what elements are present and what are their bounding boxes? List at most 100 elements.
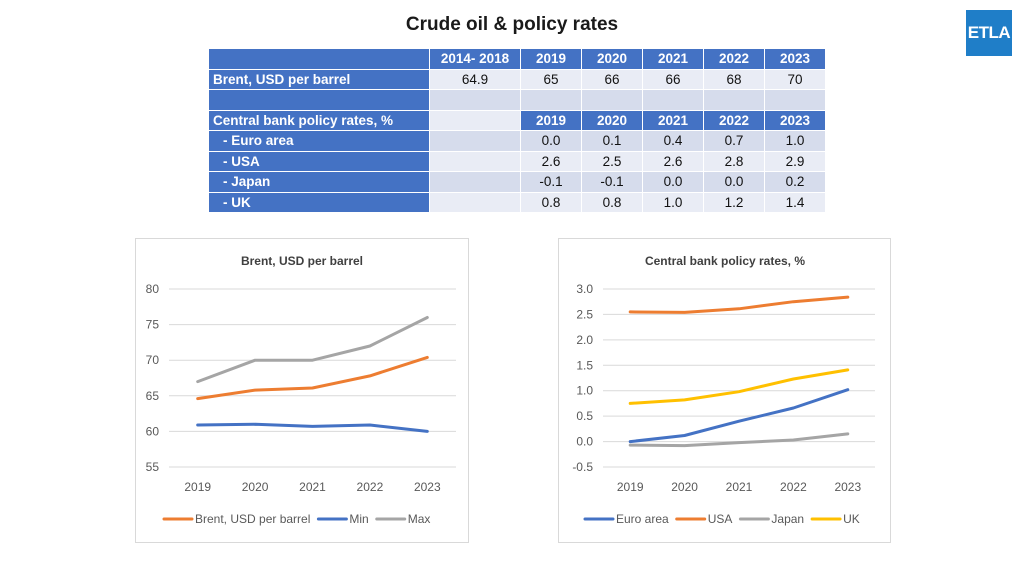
y-tick-label: 55 xyxy=(146,460,160,474)
legend-label: USA xyxy=(708,512,733,526)
data-table: 2014- 2018 2019 2020 2021 2022 2023 Bren… xyxy=(208,48,826,213)
table-cell: 2.8 xyxy=(703,150,765,172)
col-header: 2023 xyxy=(764,48,826,70)
series-line xyxy=(196,316,429,384)
y-tick-label: 80 xyxy=(146,282,160,296)
table-cell: 0.0 xyxy=(703,171,765,193)
x-tick-label: 2020 xyxy=(242,480,269,494)
table-cell: 0.1 xyxy=(581,130,643,152)
series-line xyxy=(196,422,429,433)
y-tick-label: 3.0 xyxy=(576,282,593,296)
table-cell: 2.5 xyxy=(581,150,643,172)
spacer-cell xyxy=(642,89,704,111)
y-tick-label: 0.0 xyxy=(576,435,593,449)
series-line xyxy=(628,368,850,405)
series-line xyxy=(628,432,850,448)
row-label: Central bank policy rates, % xyxy=(208,109,430,131)
x-tick-label: 2022 xyxy=(357,480,384,494)
table-row xyxy=(208,89,826,111)
legend-label: Euro area xyxy=(616,512,669,526)
blank-cell xyxy=(429,150,521,172)
y-tick-label: 1.5 xyxy=(576,358,593,372)
table-cell: 68 xyxy=(703,68,765,90)
row-label: - Euro area xyxy=(208,130,430,152)
table-cell: 66 xyxy=(581,68,643,90)
x-tick-label: 2021 xyxy=(726,480,753,494)
row-label: - UK xyxy=(208,191,430,213)
spacer-label xyxy=(208,89,430,111)
row-label: Brent, USD per barrel xyxy=(208,68,430,90)
table-cell: 2.6 xyxy=(520,150,582,172)
table-cell: 64.9 xyxy=(429,68,521,90)
table-cell: 70 xyxy=(764,68,826,90)
y-tick-label: 0.5 xyxy=(576,409,593,423)
brent-chart-svg: Brent, USD per barrel 55 60 65 70 75 80 2019 202… xyxy=(146,254,456,526)
x-tick-label: 2019 xyxy=(184,480,211,494)
y-tick-label: 60 xyxy=(146,424,160,438)
x-tick-label: 2023 xyxy=(834,480,861,494)
policy-rates-chart-svg: Central bank policy rates, % -0.5 0.0 0.5 1.… xyxy=(572,254,875,526)
col-header: 2014- 2018 xyxy=(429,48,521,70)
x-tick-label: 2019 xyxy=(617,480,644,494)
table-cell: -0.1 xyxy=(520,171,582,193)
legend-label: UK xyxy=(843,512,860,526)
table-cell: 66 xyxy=(642,68,704,90)
table-row: Brent, USD per barrel 64.9 65 66 66 68 7… xyxy=(208,68,826,90)
table-row: - Japan -0.1 -0.1 0.0 0.0 0.2 xyxy=(208,171,826,193)
chart-title: Brent, USD per barrel xyxy=(241,254,363,268)
legend-label: Brent, USD per barrel xyxy=(195,512,310,526)
y-tick-label: 2.0 xyxy=(576,333,593,347)
blank-cell xyxy=(429,191,521,213)
x-tick-label: 2021 xyxy=(299,480,326,494)
chart-title: Central bank policy rates, % xyxy=(645,254,805,268)
y-tick-label: -0.5 xyxy=(572,460,593,474)
table-cell: 2.9 xyxy=(764,150,826,172)
table-row: - USA 2.6 2.5 2.6 2.8 2.9 xyxy=(208,150,826,172)
col-header: 2022 xyxy=(703,109,765,131)
table-row: 2014- 2018 2019 2020 2021 2022 2023 xyxy=(208,48,826,70)
series-line xyxy=(628,295,850,314)
legend-label: Min xyxy=(349,512,368,526)
table-cell: -0.1 xyxy=(581,171,643,193)
page-title: Crude oil & policy rates xyxy=(405,14,619,35)
brent-chart: Brent, USD per barrel 55 60 65 70 75 80 2019 202… xyxy=(135,238,469,543)
col-header: 2020 xyxy=(581,109,643,131)
table-cell: 0.8 xyxy=(581,191,643,213)
series-line xyxy=(628,388,850,444)
x-tick-label: 2022 xyxy=(780,480,807,494)
col-header: 2020 xyxy=(581,48,643,70)
legend-label: Max xyxy=(408,512,431,526)
col-header: 2019 xyxy=(520,109,582,131)
table-row: - Euro area 0.0 0.1 0.4 0.7 1.0 xyxy=(208,130,826,152)
col-header: 2023 xyxy=(764,109,826,131)
y-tick-label: 75 xyxy=(146,318,160,332)
table-cell: 1.0 xyxy=(764,130,826,152)
table-cell: 2.6 xyxy=(642,150,704,172)
blank-cell xyxy=(429,130,521,152)
row-label: - USA xyxy=(208,150,430,172)
table-cell: 0.7 xyxy=(703,130,765,152)
table-cell: 1.4 xyxy=(764,191,826,213)
table-cell: 65 xyxy=(520,68,582,90)
y-tick-label: 70 xyxy=(146,353,160,367)
header-blank-cell xyxy=(208,48,430,70)
series-line xyxy=(196,355,429,401)
col-header: 2022 xyxy=(703,48,765,70)
table-row: Central bank policy rates, % 2019 2020 2… xyxy=(208,109,826,131)
y-tick-label: 2.5 xyxy=(576,307,593,321)
spacer-cell xyxy=(429,89,521,111)
table-cell: 1.0 xyxy=(642,191,704,213)
spacer-cell xyxy=(764,89,826,111)
x-tick-label: 2023 xyxy=(414,480,441,494)
y-tick-label: 1.0 xyxy=(576,384,593,398)
blank-cell xyxy=(429,109,521,131)
spacer-cell xyxy=(581,89,643,111)
blank-cell xyxy=(429,171,521,193)
table-cell: 0.4 xyxy=(642,130,704,152)
table-cell: 1.2 xyxy=(703,191,765,213)
table-cell: 0.2 xyxy=(764,171,826,193)
y-tick-label: 65 xyxy=(146,389,160,403)
spacer-cell xyxy=(703,89,765,111)
col-header: 2021 xyxy=(642,48,704,70)
policy-rates-chart: Central bank policy rates, % -0.5 0.0 0.5 1.… xyxy=(558,238,891,543)
